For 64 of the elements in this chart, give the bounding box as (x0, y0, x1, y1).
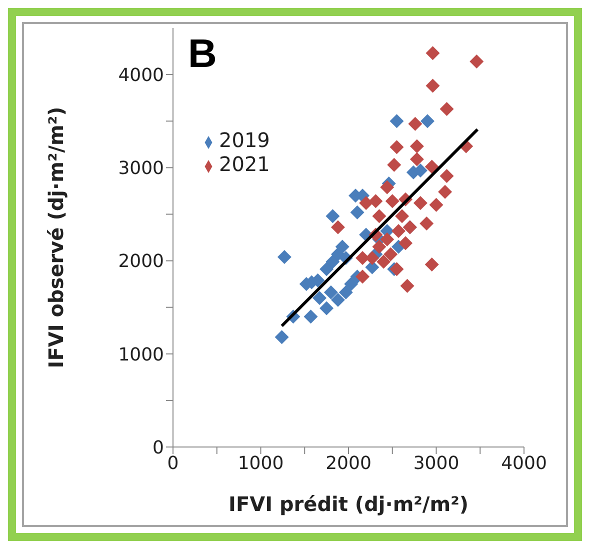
legend-label: 2021 (219, 152, 270, 176)
point (413, 196, 428, 210)
point (312, 291, 327, 306)
x-tick-label: 3000 (413, 452, 460, 474)
point (372, 209, 386, 224)
y-tick-label: 0 (152, 437, 164, 458)
chart-title: B (188, 32, 217, 77)
point (338, 285, 353, 300)
point (380, 180, 394, 194)
point (326, 254, 340, 269)
y-axis-title: IFVI observé (dj·m²/m²) (44, 106, 68, 368)
point (365, 250, 380, 265)
point (330, 220, 345, 234)
point (304, 310, 318, 324)
point (400, 278, 414, 293)
x-tick-label: 1000 (238, 452, 284, 474)
point (438, 184, 452, 199)
point (359, 196, 374, 210)
point (350, 205, 364, 220)
point (410, 152, 424, 166)
point (324, 285, 338, 300)
y-tick-label: 1000 (118, 344, 164, 366)
y-tick-label: 3000 (118, 158, 164, 180)
point (410, 139, 424, 154)
point (440, 102, 454, 116)
point (385, 194, 400, 208)
y-tick-label: 2000 (118, 251, 164, 272)
point (330, 292, 345, 307)
x-axis-title: IFVI prédit (dj·m²/m²) (228, 492, 468, 516)
point (440, 169, 454, 184)
point (395, 209, 410, 224)
point (398, 236, 413, 250)
point (420, 216, 434, 231)
x-tick-label: 2000 (326, 452, 372, 474)
point (376, 254, 391, 269)
point (320, 301, 334, 316)
point (274, 330, 289, 344)
point (429, 198, 444, 212)
point (420, 114, 434, 128)
point (372, 240, 386, 254)
point (277, 250, 292, 264)
point (356, 270, 370, 284)
point (426, 46, 440, 60)
point (335, 240, 350, 254)
point (408, 116, 422, 131)
point (424, 160, 439, 174)
point (390, 114, 404, 128)
point (320, 262, 334, 276)
point (326, 209, 340, 224)
x-tick-label: 4000 (501, 452, 547, 474)
point (368, 194, 383, 208)
point (426, 78, 440, 93)
point (470, 54, 484, 69)
x-tick-label: 0 (167, 452, 179, 474)
point (424, 258, 439, 272)
legend-label: 2019 (219, 128, 270, 152)
point (390, 262, 404, 276)
point (390, 140, 404, 154)
y-tick-label: 4000 (118, 64, 164, 86)
point (344, 277, 358, 292)
point (380, 232, 394, 246)
point (387, 158, 402, 172)
point (384, 247, 398, 262)
point (392, 224, 406, 238)
